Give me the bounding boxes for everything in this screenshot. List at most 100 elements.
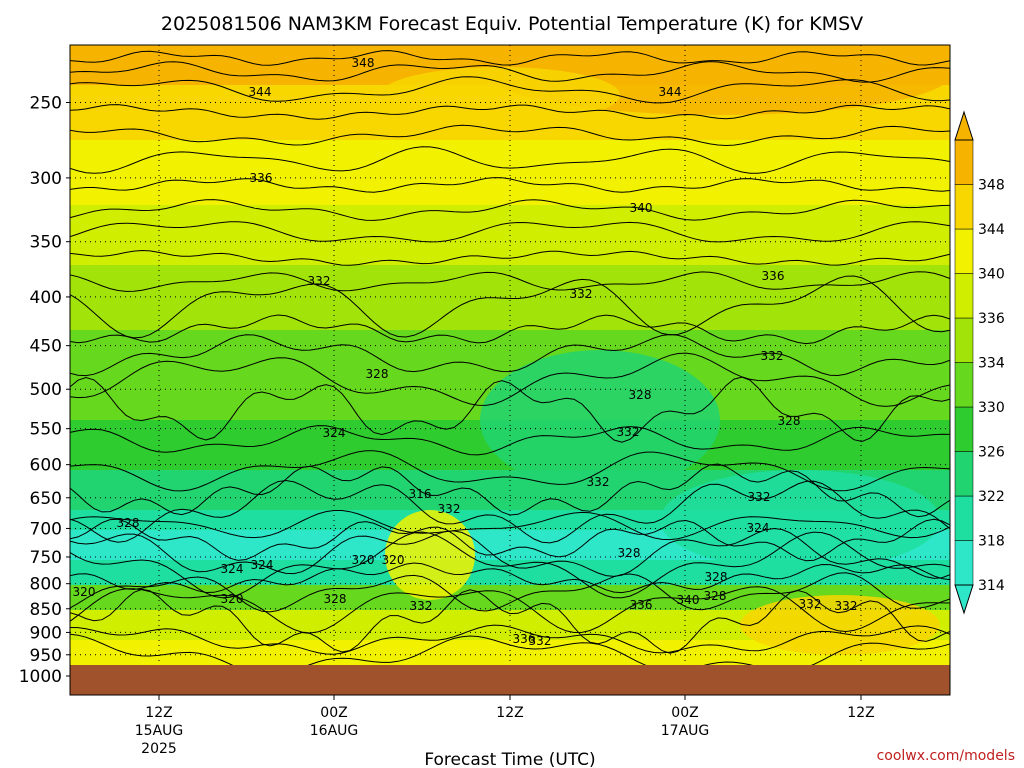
colorbar-bottom-arrow: [954, 584, 974, 615]
contour-line: [70, 199, 950, 221]
y-tick-label: 900: [30, 623, 62, 643]
contour-label: 328: [618, 546, 641, 560]
contour-label: 332: [308, 274, 331, 288]
contour-label: 332: [617, 425, 640, 439]
contour-label: 324: [747, 521, 770, 535]
contour-line: [70, 275, 950, 339]
contour-label: 344: [249, 85, 272, 99]
colorbar: 314 318 322 326 330 334 336 340 344 348: [954, 110, 1005, 615]
x-tick-label: 2025: [141, 741, 177, 757]
contour-label: 348: [352, 56, 375, 70]
colorbar-label: 348: [978, 178, 1005, 194]
y-tick-label: 850: [30, 600, 62, 620]
contour-label: 344: [659, 85, 682, 99]
contour-label: 328: [117, 516, 140, 530]
colorbar-swatch: [954, 139, 974, 185]
y-tick-label: 450: [30, 337, 62, 357]
x-tick-label: 17AUG: [661, 723, 710, 739]
contour-line: [70, 61, 950, 83]
colorbar-swatch: [954, 273, 974, 319]
contour-label: 340: [677, 593, 700, 607]
contour-line: [70, 146, 950, 174]
colorbar-label: 334: [978, 356, 1005, 372]
contour-label: 328: [778, 414, 801, 428]
contour-line: [70, 314, 950, 345]
colorbar-swatch: [954, 317, 974, 363]
contour-line: [70, 352, 950, 407]
contour-label: 328: [705, 570, 728, 584]
colorbar-swatch: [954, 362, 974, 408]
x-axis-title: Forecast Time (UTC): [424, 750, 595, 768]
contour-label: 336: [513, 632, 536, 646]
contour-label: 336: [250, 171, 273, 185]
colorbar-swatch: [954, 540, 974, 586]
x-tick-label: 12Z: [847, 705, 874, 721]
contour-label: 328: [629, 388, 652, 402]
contour-line: [70, 479, 950, 544]
contour-label: 324: [323, 426, 346, 440]
y-tick-label: 700: [30, 519, 62, 539]
x-tick-label: 12Z: [496, 705, 523, 721]
colorbar-label: 330: [978, 400, 1005, 416]
y-tick-label: 400: [30, 288, 62, 308]
colorbar-top-arrow: [954, 110, 974, 141]
theta-e-region: [480, 350, 720, 490]
y-tick-label: 350: [30, 233, 62, 253]
contour-label: 332: [748, 490, 771, 504]
contour-line: [70, 588, 950, 654]
contour-line: [70, 562, 950, 594]
ground-layer: [70, 665, 950, 695]
y-tick-label: 300: [30, 169, 62, 189]
theta-e-region: [385, 510, 475, 600]
credit-text: coolwx.com/models: [877, 748, 1015, 764]
chart-title: 2025081506 NAM3KM Forecast Equiv. Potent…: [161, 13, 863, 35]
contour-line: [70, 249, 950, 266]
y-tick-label: 800: [30, 575, 62, 595]
colorbar-label: 340: [978, 267, 1005, 283]
contour-line: [70, 510, 950, 541]
contour-label: 328: [324, 592, 347, 606]
contour-label: 332: [529, 634, 552, 648]
contour-line: [70, 221, 950, 243]
y-tick-label: 600: [30, 456, 62, 476]
colorbar-label: 336: [978, 311, 1005, 327]
y-tick-label: 250: [30, 93, 62, 113]
contour-label: 332: [570, 287, 593, 301]
contour-label: 320: [352, 553, 375, 567]
y-axis: 250 300 350 400 450 500 550 600 650 700 750 800 850 9…: [19, 93, 70, 687]
colorbar-label: 314: [978, 578, 1005, 594]
contour-line: [70, 572, 950, 613]
contour-label: 320: [382, 553, 405, 567]
colorbar-swatch: [954, 228, 974, 274]
contour-label: 340: [630, 201, 653, 215]
contour-line: [70, 124, 950, 147]
x-tick-label: 16AUG: [310, 723, 359, 739]
contour-label: 316: [409, 487, 432, 501]
contour-label: 328: [366, 367, 389, 381]
y-tick-label: 500: [30, 380, 62, 400]
contour-label: 320: [221, 592, 244, 606]
plot-area: [70, 45, 950, 695]
colorbar-label: 344: [978, 222, 1005, 238]
colorbar-swatch: [954, 184, 974, 230]
contour-line: [70, 376, 950, 443]
contour-label: 328: [704, 589, 727, 603]
contour-label: 332: [799, 597, 822, 611]
y-tick-label: 750: [30, 548, 62, 568]
contour-label: 324: [221, 562, 244, 576]
colorbar-label: 318: [978, 534, 1005, 550]
theta-e-region: [660, 470, 940, 570]
contour-label: 332: [438, 502, 461, 516]
x-tick-label: 00Z: [320, 705, 347, 721]
x-tick-label: 00Z: [671, 705, 698, 721]
colorbar-label: 326: [978, 445, 1005, 461]
contour-label: 332: [835, 599, 858, 613]
contour-line: [70, 624, 950, 655]
y-tick-label: 950: [30, 646, 62, 666]
contour-line: [70, 177, 950, 193]
colorbar-swatch: [954, 451, 974, 497]
colorbar-label: 322: [978, 489, 1005, 505]
contour-label: 320: [73, 585, 96, 599]
contour-line: [70, 425, 950, 456]
